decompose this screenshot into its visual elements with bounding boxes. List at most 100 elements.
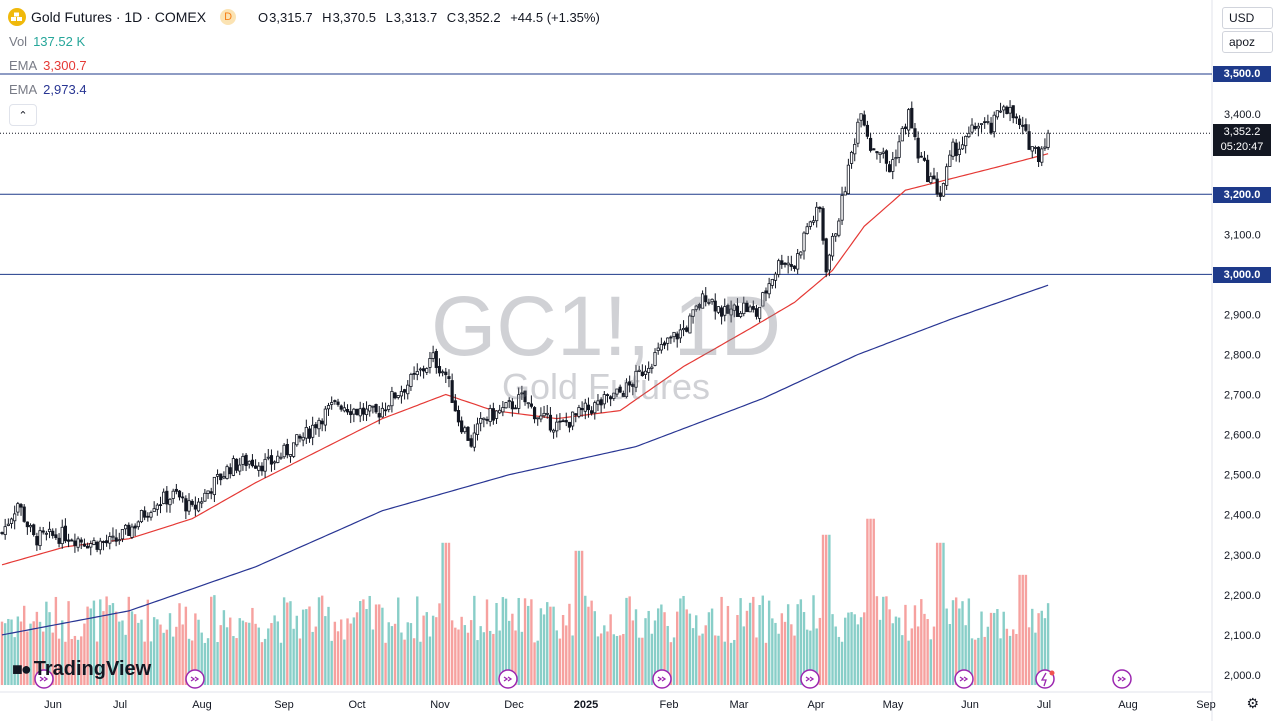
- candle-body: [498, 409, 502, 414]
- candle-body: [929, 176, 933, 184]
- candle-body: [1002, 106, 1006, 111]
- tradingview-logo[interactable]: ■● TradingView: [12, 658, 152, 680]
- scale-mode-select[interactable]: apoz: [1222, 31, 1273, 53]
- candle-body: [25, 521, 29, 528]
- volume-bar: [771, 618, 774, 686]
- symbol-title[interactable]: Gold Futures · 1D · COMEX: [31, 9, 207, 25]
- candle-body: [697, 304, 702, 309]
- lightning-event-icon[interactable]: [1035, 669, 1055, 689]
- candle-body: [539, 415, 543, 420]
- candle-body: [203, 492, 207, 502]
- candle-body: [780, 260, 784, 265]
- volume-bar: [216, 642, 219, 686]
- volume-bar: [897, 617, 901, 686]
- candle-body: [970, 124, 974, 133]
- volume-bar: [920, 599, 923, 686]
- candle-body: [472, 432, 476, 448]
- volume-bar: [463, 625, 467, 686]
- y-tick-label: 2,500.0: [1224, 470, 1261, 482]
- volume-bar: [539, 608, 543, 686]
- volume-bar: [311, 631, 314, 686]
- volume-bar: [980, 611, 983, 686]
- candle-body: [266, 456, 270, 459]
- candle-body: [276, 455, 280, 463]
- candle-body: [250, 459, 255, 467]
- candle-body: [789, 264, 793, 267]
- collapse-legend-button[interactable]: ⌃: [9, 104, 37, 126]
- watermark-name: Gold Futures: [501, 366, 711, 407]
- volume-bar: [187, 638, 191, 686]
- candle-body: [1005, 106, 1009, 115]
- volume-bar: [343, 639, 346, 686]
- candle-body: [656, 347, 660, 351]
- volume-bar: [704, 625, 707, 686]
- event-marker-icon[interactable]: [34, 669, 54, 689]
- volume-bar: [951, 600, 955, 686]
- candle-body: [441, 371, 445, 374]
- candle-body: [38, 530, 42, 547]
- volume-bar: [257, 627, 260, 686]
- volume-bar: [508, 620, 511, 686]
- indicator-ema-fast[interactable]: EMA 3,300.7: [9, 58, 87, 73]
- candle-body: [637, 369, 641, 372]
- candle-body: [149, 512, 153, 518]
- candle-body: [913, 128, 917, 138]
- indicator-volume[interactable]: Vol 137.52 K: [9, 34, 86, 49]
- volume-bar: [894, 616, 898, 686]
- candle-body: [681, 327, 686, 331]
- price-change: +44.5 (+1.35%): [510, 9, 600, 25]
- candle-body: [926, 159, 930, 183]
- volume-bar: [790, 624, 793, 686]
- candle-body: [729, 308, 733, 316]
- candle-body: [412, 372, 416, 375]
- volume-bar: [631, 620, 635, 686]
- y-tick-label: 2,000.0: [1224, 670, 1261, 682]
- candle-body: [840, 195, 844, 221]
- data-delay-badge[interactable]: D: [220, 9, 237, 25]
- y-tick-label: 2,900.0: [1224, 309, 1261, 321]
- volume-bar: [622, 633, 625, 686]
- ema-slow-line: [1, 284, 1049, 636]
- candle-body: [244, 454, 248, 467]
- candle-body: [932, 175, 936, 180]
- volume-bar: [793, 635, 796, 686]
- candle-body: [751, 306, 755, 310]
- volume-bar: [438, 603, 441, 686]
- candle-body: [196, 501, 201, 512]
- candle-body: [624, 382, 629, 397]
- currency-select[interactable]: USD: [1222, 7, 1273, 29]
- volume-bar: [51, 632, 54, 686]
- candle-body: [402, 389, 407, 393]
- event-marker-icon[interactable]: [652, 669, 672, 689]
- candle-body: [174, 488, 178, 492]
- candle-body: [51, 530, 55, 536]
- volume-bar: [837, 636, 841, 686]
- candle-body: [364, 408, 369, 416]
- event-marker-icon[interactable]: [1112, 669, 1132, 689]
- event-marker-icon[interactable]: [498, 669, 518, 689]
- volume-bar: [352, 617, 356, 686]
- volume-bar: [181, 624, 184, 686]
- candle-body: [700, 293, 705, 309]
- indicator-ema-slow[interactable]: EMA 2,973.4: [9, 82, 87, 97]
- volume-bar: [615, 635, 619, 686]
- event-marker-icon[interactable]: [185, 669, 205, 689]
- volume-bar: [70, 639, 73, 686]
- volume-bar: [447, 542, 451, 686]
- candle-body: [453, 400, 457, 412]
- candle-body: [92, 540, 96, 545]
- event-marker-icon[interactable]: [954, 669, 974, 689]
- event-marker-icon[interactable]: [800, 669, 820, 689]
- candle-body: [1040, 148, 1044, 163]
- candle-body: [437, 366, 442, 374]
- settings-gear-icon[interactable]: ⚙: [1246, 695, 1259, 711]
- volume-bar: [298, 638, 302, 686]
- volume-bar: [913, 605, 917, 686]
- volume-bar: [574, 550, 577, 686]
- candle-body: [89, 543, 93, 548]
- volume-bar: [32, 621, 35, 686]
- candle-body: [19, 504, 23, 508]
- candle-body: [1033, 147, 1038, 149]
